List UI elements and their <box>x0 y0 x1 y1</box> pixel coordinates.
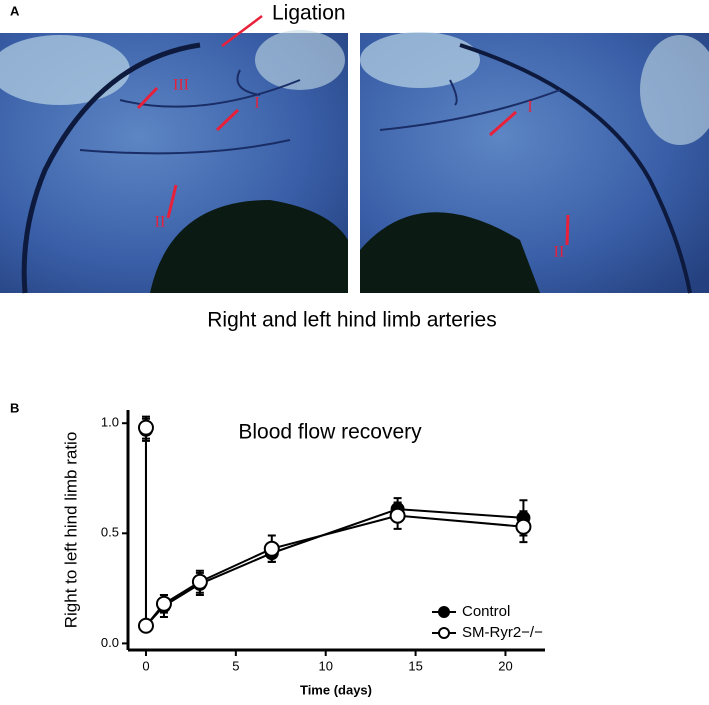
legend-label: SM-Ryr2−/− <box>462 624 543 641</box>
markers: III I II I II <box>155 77 565 261</box>
annotation-line <box>221 15 263 47</box>
series-line <box>144 429 524 629</box>
legend-marker <box>438 606 450 618</box>
panel-label: B <box>10 400 19 415</box>
annotation: Ligation <box>272 2 346 25</box>
x-tick-label: 20 <box>498 658 512 673</box>
y-tick-label: 0.5 <box>101 525 119 540</box>
x-tick-label: 15 <box>408 658 422 673</box>
photo-right <box>360 32 709 294</box>
point <box>137 617 154 634</box>
marker-label: II <box>155 214 166 231</box>
x-tick-label: 10 <box>318 658 332 673</box>
legend-label: Control <box>462 603 510 620</box>
photo-left <box>0 30 348 294</box>
y-tick-label: 0.0 <box>101 635 119 650</box>
y-axis-label: Right to left hind limb ratio <box>61 432 80 629</box>
panel-label: A <box>10 3 20 18</box>
chart-title: Blood flow recovery <box>238 421 422 444</box>
point <box>515 518 532 535</box>
caption: Right and left hind limb arteries <box>207 309 496 332</box>
marker-label: III <box>173 77 189 94</box>
x-tick-label: 0 <box>142 658 149 673</box>
marker-label: I <box>254 95 259 112</box>
point <box>137 419 154 436</box>
point <box>191 573 208 590</box>
point <box>155 595 172 612</box>
y-tick-label: 1.0 <box>101 415 119 430</box>
point <box>389 507 406 524</box>
x-axis-label: Time (days) <box>300 682 372 697</box>
x-tick-label: 5 <box>232 658 239 673</box>
marker-label: I <box>527 99 532 116</box>
series-line <box>144 427 524 629</box>
marker-label: II <box>554 244 565 261</box>
point <box>263 540 280 557</box>
legend-marker <box>438 627 450 639</box>
